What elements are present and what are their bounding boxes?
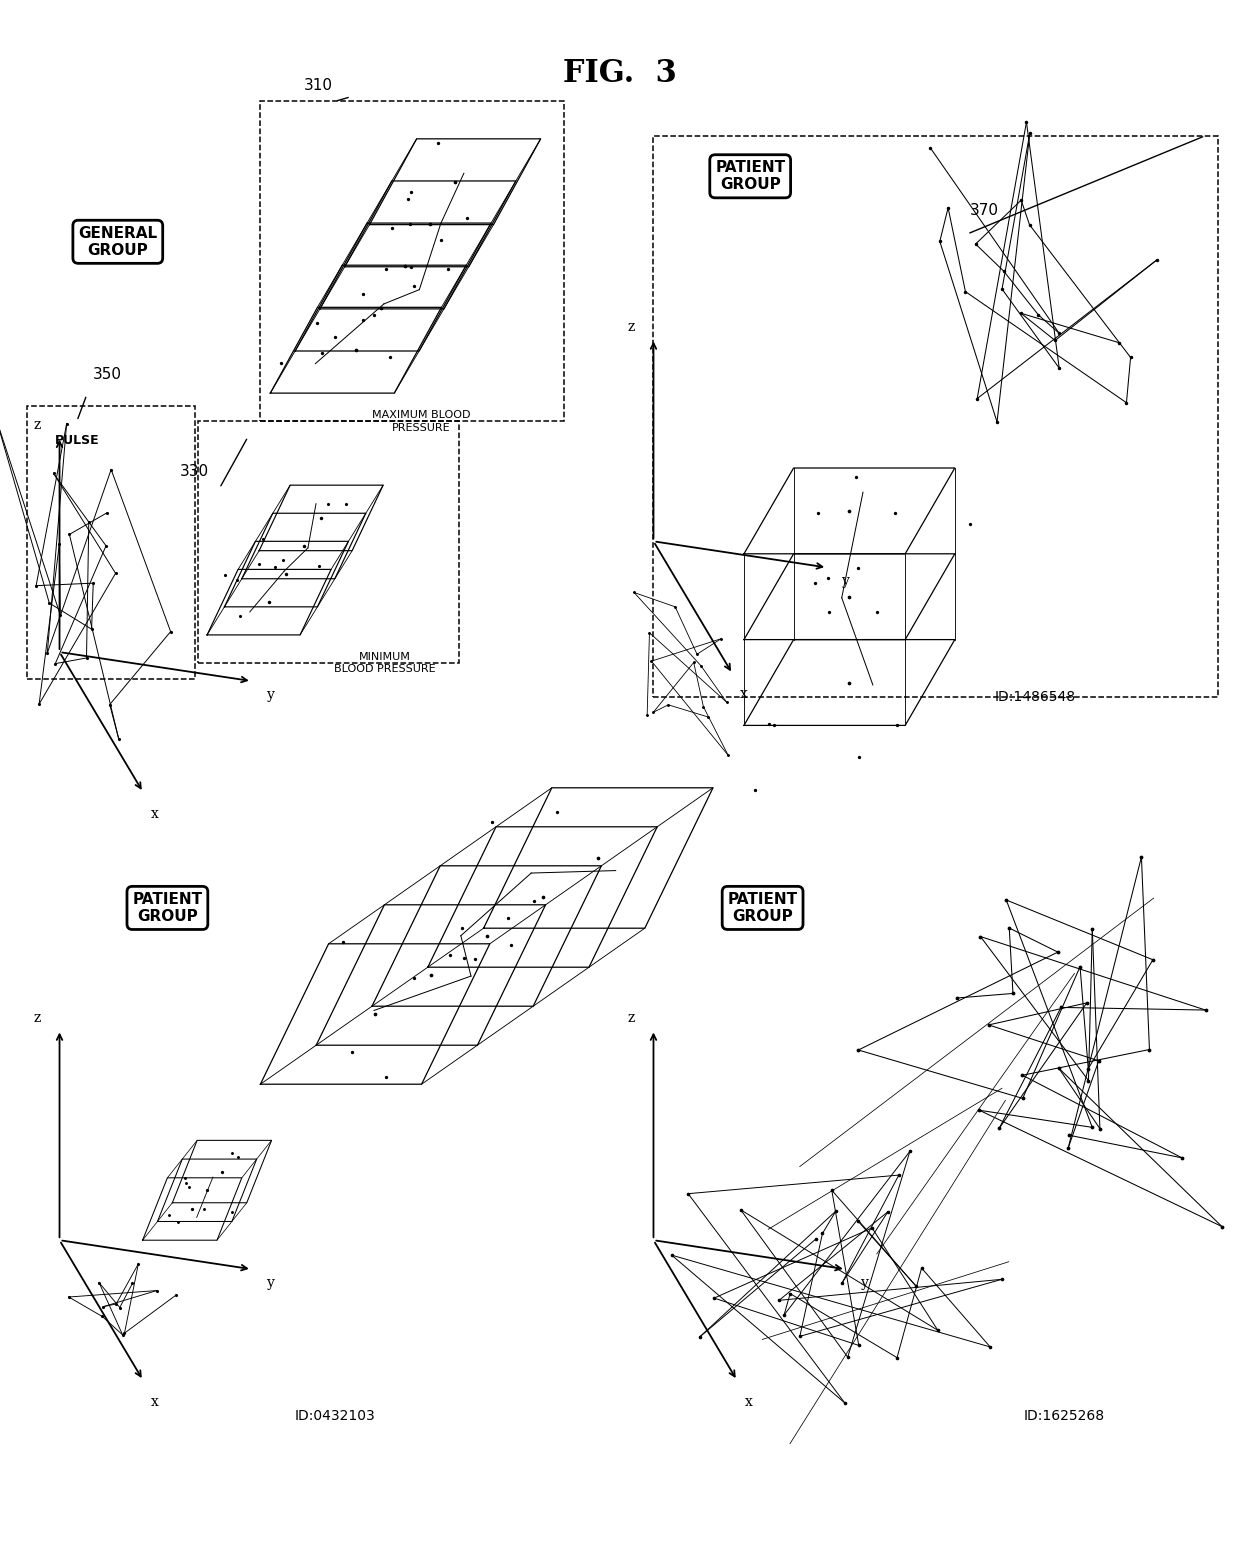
- Text: y: y: [842, 574, 849, 588]
- Text: y: y: [267, 1276, 274, 1290]
- Text: MAXIMUM BLOOD
PRESSURE: MAXIMUM BLOOD PRESSURE: [372, 410, 471, 432]
- Text: z: z: [33, 1011, 41, 1025]
- Text: z: z: [627, 1011, 635, 1025]
- Text: GENERAL
GROUP: GENERAL GROUP: [78, 226, 157, 257]
- Bar: [198, 421, 459, 663]
- Text: y: y: [861, 1276, 868, 1290]
- Bar: [653, 136, 1218, 697]
- Text: z: z: [33, 418, 41, 432]
- Text: x: x: [151, 807, 159, 821]
- Text: ID:1486548: ID:1486548: [994, 690, 1076, 704]
- Text: PATIENT
GROUP: PATIENT GROUP: [728, 892, 797, 924]
- Bar: [27, 406, 195, 679]
- Text: 310: 310: [304, 78, 332, 94]
- Text: ID:1625268: ID:1625268: [1023, 1409, 1105, 1423]
- Text: PULSE: PULSE: [55, 434, 99, 446]
- Text: PATIENT
GROUP: PATIENT GROUP: [715, 161, 785, 192]
- Text: y: y: [267, 688, 274, 702]
- Text: MINIMUM
BLOOD PRESSURE: MINIMUM BLOOD PRESSURE: [334, 652, 435, 674]
- Bar: [260, 101, 564, 421]
- Text: x: x: [740, 686, 748, 700]
- Text: z: z: [627, 320, 635, 334]
- Text: ID:0432103: ID:0432103: [294, 1409, 376, 1423]
- Text: x: x: [745, 1395, 753, 1409]
- Text: 370: 370: [970, 203, 998, 218]
- Text: 330: 330: [180, 463, 208, 479]
- Text: x: x: [151, 1395, 159, 1409]
- Text: PATIENT
GROUP: PATIENT GROUP: [133, 892, 202, 924]
- Text: 350: 350: [93, 367, 122, 382]
- Text: FIG.  3: FIG. 3: [563, 58, 677, 89]
